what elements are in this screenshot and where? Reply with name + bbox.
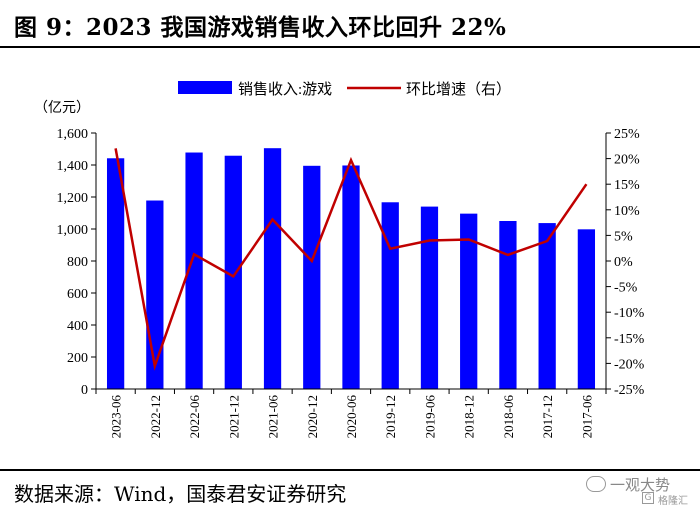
right-tick-label: -10% (614, 306, 645, 321)
bar (499, 221, 517, 389)
source-note: 数据来源：Wind，国泰君安证券研究 (14, 482, 347, 506)
right-axis: -25% -20% -15% -10% -5% 0% 5% 10% 15% 20% 25% (605, 127, 645, 398)
line-series (114, 148, 588, 371)
title-rule (0, 46, 700, 48)
watermark-line1: 一观大势 (610, 476, 671, 494)
right-tick-label: -20% (614, 357, 645, 372)
x-tick-label: 2018-12 (462, 395, 477, 438)
x-tick-label: 2022-12 (148, 395, 163, 438)
left-tick-label: 200 (67, 351, 88, 366)
left-tick-label: 400 (67, 319, 88, 334)
bar (263, 148, 282, 389)
left-tick-label: 1,200 (57, 191, 89, 206)
left-tick-label: 800 (67, 255, 88, 270)
x-tick-label: 2021-06 (266, 395, 281, 439)
bar (106, 158, 125, 389)
bar (538, 223, 556, 389)
wechat-icon (586, 476, 606, 492)
x-tick-label: 2019-12 (383, 395, 398, 438)
bar (577, 229, 596, 389)
x-tick-label: 2021-12 (226, 395, 241, 438)
right-tick-label: 20% (614, 153, 640, 168)
x-tick-label: 2017-12 (540, 395, 555, 438)
gelonghui-logo-icon: G (642, 492, 654, 504)
bar (224, 155, 242, 389)
right-tick-label: 25% (614, 127, 640, 142)
x-tick-label: 2018-06 (501, 395, 516, 439)
bar (460, 213, 478, 389)
watermark-line2: 格隆汇 (658, 496, 688, 507)
x-tick-label: 2022-06 (187, 395, 202, 439)
right-tick-label: -15% (614, 332, 645, 347)
right-tick-label: -25% (614, 383, 645, 398)
left-axis: 0 200 400 600 800 1,000 1,200 1,400 1,600 （亿元） (34, 100, 97, 398)
right-tick-label: 15% (614, 178, 640, 193)
growth-line (114, 148, 588, 371)
x-axis: 2023-06 2022-12 2022-06 2021-12 2021-06 2020-… (95, 388, 607, 439)
bar (381, 202, 399, 389)
x-tick-label: 2020-06 (344, 395, 359, 439)
footer-rule (0, 469, 700, 471)
page-title: 图 9：2023 我国游戏销售收入环比回升 22% (14, 14, 507, 41)
bar (342, 165, 360, 389)
watermark: 一观大势 G 格隆汇 (584, 474, 694, 507)
title-bar: 图 9：2023 我国游戏销售收入环比回升 22% (0, 0, 700, 46)
bar-series (106, 148, 596, 389)
left-tick-label: 1,400 (57, 159, 89, 174)
legend-bar-swatch (178, 81, 232, 94)
bar (303, 165, 321, 389)
left-tick-label: 1,000 (57, 223, 89, 238)
x-tick-label: 2023-06 (109, 395, 124, 439)
left-tick-label: 0 (81, 383, 88, 398)
x-tick-label: 2019-06 (422, 395, 437, 439)
left-tick-label: 1,600 (57, 127, 89, 142)
left-tick-label: 600 (67, 287, 88, 302)
bar (420, 206, 439, 389)
right-tick-label: 5% (614, 229, 633, 244)
legend: 销售收入:游戏 环比增速（右） (178, 81, 511, 98)
right-tick-label: 10% (614, 204, 640, 219)
legend-label: 销售收入:游戏 (238, 81, 332, 98)
right-tick-label: 0% (614, 255, 633, 270)
bar (185, 152, 203, 389)
x-tick-label: 2020-12 (305, 395, 320, 438)
x-tick-label: 2017-06 (579, 395, 594, 439)
legend-label: 环比增速（右） (406, 81, 511, 98)
left-axis-unit: （亿元） (34, 100, 90, 116)
right-tick-label: -5% (614, 281, 638, 296)
